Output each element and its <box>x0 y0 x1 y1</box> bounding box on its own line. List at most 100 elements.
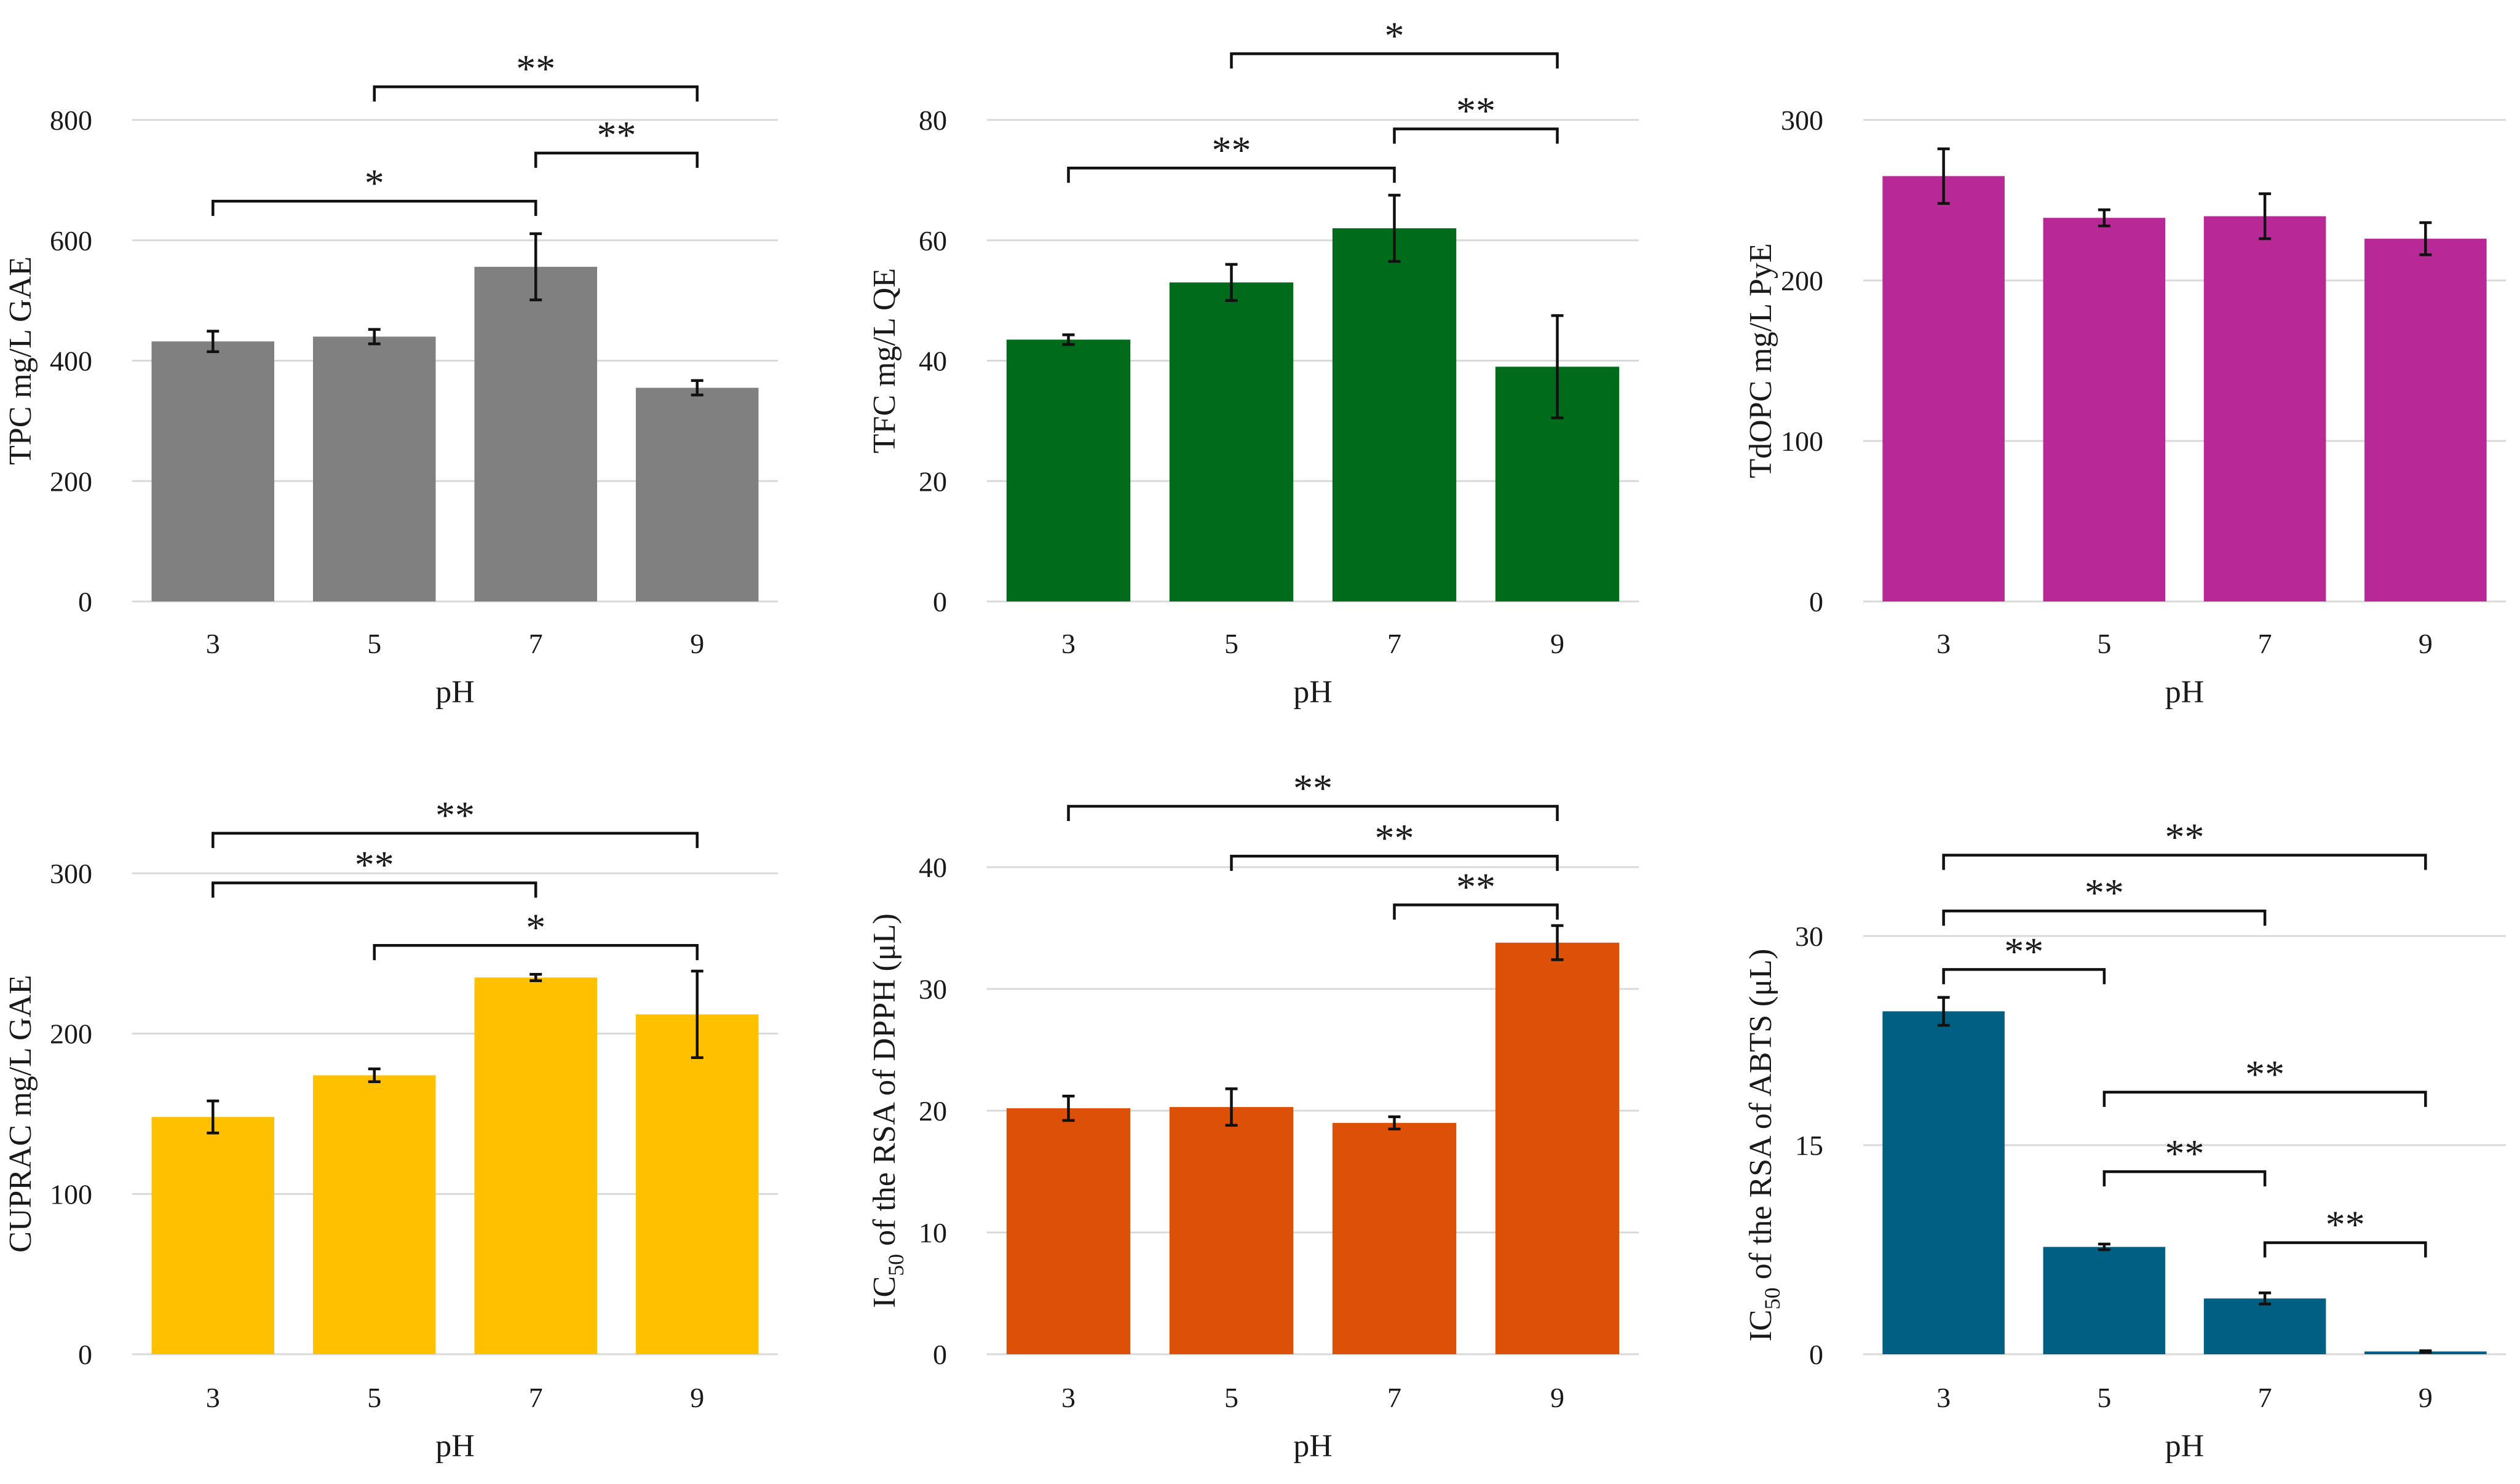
x-tick-label: 7 <box>529 1382 543 1413</box>
bar-ph-7 <box>1332 228 1457 601</box>
error-bar <box>1551 924 1564 961</box>
bar-ph-7 <box>2203 1298 2326 1354</box>
y-axis-title: TPC mg/L GAE <box>3 256 38 465</box>
y-tick-label: 0 <box>78 586 92 617</box>
x-tick-label: 5 <box>2097 1382 2111 1413</box>
bar-ph-5 <box>2043 218 2166 602</box>
error-bar <box>207 1099 220 1135</box>
error-bar <box>1937 147 1950 205</box>
x-tick-label: 7 <box>1387 1382 1401 1413</box>
significance-bracket <box>1942 909 2267 926</box>
y-axis-title: TdOPC mg/L PyE <box>1743 243 1778 478</box>
significance-label: ** <box>2245 1052 2284 1096</box>
x-tick-label: 9 <box>690 628 704 659</box>
error-bar <box>2098 208 2110 228</box>
significance-bracket <box>2102 1170 2267 1187</box>
y-axis-title: IC50 of the RSA of DPPH (μL) <box>867 913 908 1308</box>
x-tick-label: 5 <box>1224 1382 1238 1413</box>
significance-bracket <box>534 151 699 168</box>
x-axis-title: pH <box>2165 675 2205 710</box>
significance-bracket <box>1067 167 1396 183</box>
significance-label: ** <box>2165 1132 2205 1175</box>
x-tick-label: 9 <box>1550 628 1564 659</box>
y-tick-label: 60 <box>919 225 947 256</box>
chart-panel-tdopc: 0 100 200 300 3 5 7 9 pH TdOPC mg/L PyE <box>1743 105 2506 710</box>
x-tick-label: 3 <box>1936 1382 1951 1413</box>
error-bar <box>368 328 381 346</box>
x-tick-label: 9 <box>690 1382 704 1413</box>
x-tick-label: 5 <box>1224 628 1238 659</box>
error-bar <box>2419 1349 2432 1354</box>
y-tick-label: 300 <box>1781 105 1823 136</box>
x-tick-label: 3 <box>1936 628 1951 659</box>
y-tick-label: 30 <box>1795 921 1823 952</box>
bar-ph-7 <box>2203 216 2326 602</box>
y-axis-title: CUPRAC mg/L GAE <box>3 975 38 1253</box>
x-axis-title: pH <box>435 1429 475 1464</box>
y-tick-label: 20 <box>919 466 947 497</box>
bar-ph-9 <box>2364 239 2487 601</box>
y-tick-label: 0 <box>78 1339 92 1370</box>
bar-ph-3 <box>1006 339 1131 601</box>
error-bar <box>207 330 220 354</box>
significance-label: ** <box>1456 865 1496 908</box>
y-tick-label: 800 <box>50 105 92 136</box>
error-bar <box>2098 1242 2110 1252</box>
significance-bracket <box>1942 854 2427 870</box>
bar-ph-3 <box>1882 1011 2005 1354</box>
error-bar <box>1225 1087 1238 1127</box>
bar-ph-5 <box>313 1075 436 1354</box>
bar-ph-3 <box>1882 176 2005 602</box>
bar-ph-3 <box>151 341 274 601</box>
significance-label: ** <box>1375 816 1414 860</box>
y-tick-label: 40 <box>919 852 947 883</box>
error-bar <box>1937 996 1950 1027</box>
y-tick-label: 200 <box>1781 265 1823 296</box>
y-tick-label: 10 <box>919 1217 947 1248</box>
significance-label: ** <box>1456 89 1496 133</box>
significance-label: ** <box>597 113 636 157</box>
significance-label: ** <box>2004 929 2043 973</box>
significance-label: ** <box>2085 871 2124 915</box>
y-tick-label: 0 <box>1809 586 1823 617</box>
x-tick-label: 5 <box>2097 628 2111 659</box>
error-bar <box>691 969 703 1060</box>
bar-ph-3 <box>1006 1108 1131 1354</box>
significance-bracket <box>373 85 699 102</box>
error-bar <box>1388 194 1401 263</box>
error-bar <box>529 972 542 982</box>
error-bar <box>2259 192 2272 240</box>
y-tick-label: 300 <box>50 858 92 889</box>
bar-ph-7 <box>474 977 597 1354</box>
chart-panel-abts: 0 15 30 3 5 7 9 pH IC50 of the RSA of ABTS (μL) *… <box>1743 815 2506 1464</box>
y-tick-label: 30 <box>919 974 947 1005</box>
error-bar <box>1062 1094 1075 1122</box>
x-tick-label: 9 <box>2419 1382 2433 1413</box>
chart-panel-dpph: 0 10 20 30 40 3 5 7 9 pH IC50 of the RSA of DPPH (… <box>867 766 1639 1464</box>
y-tick-label: 400 <box>50 346 92 377</box>
y-tick-label: 600 <box>50 225 92 256</box>
y-axis-title: IC50 of the RSA of ABTS (μL) <box>1743 949 1785 1342</box>
significance-bracket <box>1393 903 1559 920</box>
x-axis-title: pH <box>435 675 475 710</box>
significance-label: ** <box>1293 766 1333 810</box>
y-tick-label: 80 <box>919 105 947 136</box>
error-bar <box>2259 1292 2272 1306</box>
y-tick-label: 0 <box>1809 1339 1823 1370</box>
bar-ph-5 <box>1169 1107 1294 1354</box>
bar-ph-9 <box>1495 942 1620 1354</box>
x-tick-label: 9 <box>2419 628 2433 659</box>
y-tick-label: 20 <box>919 1095 947 1127</box>
y-tick-label: 100 <box>1781 426 1823 457</box>
error-bar <box>1062 333 1075 346</box>
bar-ph-5 <box>1169 282 1294 601</box>
x-tick-label: 7 <box>2258 1382 2272 1413</box>
bar-ph-5 <box>313 336 436 601</box>
significance-label: ** <box>2326 1203 2365 1247</box>
x-tick-label: 5 <box>367 628 381 659</box>
x-axis-title: pH <box>2165 1429 2205 1464</box>
x-tick-label: 7 <box>2258 628 2272 659</box>
x-tick-label: 3 <box>206 1382 220 1413</box>
